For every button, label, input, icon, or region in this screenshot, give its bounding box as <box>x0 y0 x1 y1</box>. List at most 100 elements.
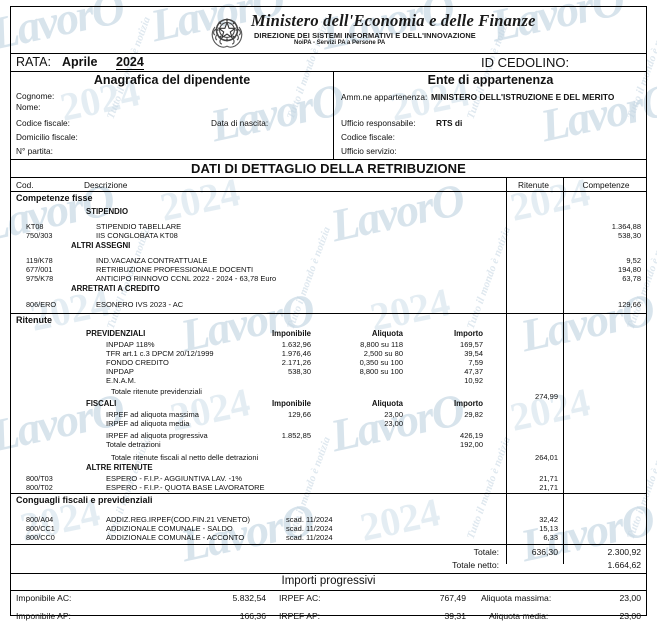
row-competenze: 129,66 <box>618 300 641 309</box>
row-imponibile: 1.632,96 <box>281 340 311 349</box>
row-desc: IRPEF ad aliquota media <box>106 419 190 428</box>
row-aliquota: 2,500 su 80 <box>363 349 403 358</box>
row-ritenute: 15,13 <box>539 524 558 533</box>
aliquota-massima-value: 23,00 <box>619 593 641 603</box>
imponibile-ap-label: Imponibile AP: <box>16 611 71 621</box>
sub-header-imponibile: Imponibile <box>272 329 311 338</box>
document-frame: Ministero dell'Economia e delle Finanze … <box>10 6 647 621</box>
masthead: Ministero dell'Economia e delle Finanze … <box>11 7 646 53</box>
row-cod: 975/K78 <box>26 274 54 283</box>
row-desc: ESPERO - F.I.P.- QUOTA BASE LAVORATORE <box>106 483 265 492</box>
row-desc: E.N.A.M. <box>106 376 137 385</box>
row-cod: 800/T03 <box>26 474 53 483</box>
row-cod: 750/303 <box>26 231 53 240</box>
row-aliquota: 23,00 <box>384 419 403 428</box>
group-previdenziali: PREVIDENZIALI <box>86 329 146 338</box>
row-desc: ANTICIPO RINNOVO CCNL 2022 - 2024 - 63,7… <box>96 274 277 283</box>
divider <box>11 71 646 72</box>
row-imponibile: 1.852,85 <box>281 431 311 440</box>
competenze-fisse-title: Competenze fisse <box>16 193 93 203</box>
divider <box>11 313 646 314</box>
row-importo: 426,19 <box>460 431 483 440</box>
irpef-ac-value: 767,49 <box>439 593 466 603</box>
totale-ritenute-value: 636,30 <box>531 547 558 557</box>
rata-year-value: 2024 <box>116 55 144 70</box>
detail-band-title: DATI DI DETTAGLIO DELLA RETRIBUZIONE <box>191 161 466 176</box>
divider <box>11 573 646 574</box>
amministrazione-value: MINISTERO DELL'ISTRUZIONE E DEL MERITO <box>431 92 615 102</box>
totale-netto-value: 1.664,62 <box>607 560 641 570</box>
divider <box>11 191 646 192</box>
aliquota-massima-label: Aliquota massima: <box>481 593 552 603</box>
row-competenze: 63,78 <box>622 274 641 283</box>
row-aliquota: 23,00 <box>384 410 403 419</box>
row-desc: RETRIBUZIONE PROFESSIONALE DOCENTI <box>96 265 254 274</box>
ufficio-responsabile-value: RTS di <box>436 118 463 128</box>
ente-title: Ente di appartenenza <box>427 73 554 87</box>
row-competenze: 1.364,88 <box>611 222 641 231</box>
row-imponibile: 2.171,26 <box>281 358 311 367</box>
row-desc: ESPERO - F.I.P.- AGGIUNTIVA LAV. -1% <box>106 474 243 483</box>
row-cod: 806/ERO <box>26 300 57 309</box>
row-importo: 192,00 <box>460 440 483 449</box>
row-desc: IRPEF ad aliquota progressiva <box>106 431 208 440</box>
aliquota-media-value: 23,00 <box>619 611 641 621</box>
row-scadenza: scad. 11/2024 <box>286 515 333 524</box>
divider <box>11 159 646 160</box>
group-arretrati-a-credito: ARRETRATI A CREDITO <box>71 284 160 293</box>
row-desc: INPDAP <box>106 367 134 376</box>
importi-progressivi-title: Importi progressivi <box>281 575 376 587</box>
noipa-subtitle: NoiPA - Servizi PA a Persone PA <box>294 40 386 46</box>
cognome-label: Cognome: <box>16 91 55 101</box>
row-aliquota: 8,800 su 118 <box>360 340 403 349</box>
row-desc: ADDIZIONALE COMUNALE - ACCONTO <box>106 533 245 542</box>
row-importo: 47,37 <box>464 367 483 376</box>
row-ritenute: 21,71 <box>539 483 558 492</box>
sub-header-imponibile: Imponibile <box>272 399 311 408</box>
row-ritenute: 32,42 <box>539 515 558 524</box>
row-cod: 800/CC1 <box>26 524 55 533</box>
col-header-competenze: Competenze <box>582 180 630 190</box>
totale-label: Totale: <box>473 547 499 557</box>
amministrazione-label: Amm.ne appartenenza: <box>341 92 428 102</box>
rata-month-value: Aprile <box>62 55 98 69</box>
totale-netto-label: Totale netto: <box>452 560 499 570</box>
codice-fiscale-label: Codice fiscale: <box>16 118 70 128</box>
row-importo: 10,92 <box>464 376 483 385</box>
imponibile-ac-value: 5.832,54 <box>232 593 266 603</box>
row-desc: INPDAP 118% <box>106 340 155 349</box>
totale-previdenziali-label: Totale ritenute previdenziali <box>111 387 202 396</box>
aliquota-media-label: Aliquota media: <box>489 611 549 621</box>
divider <box>11 177 646 178</box>
row-ritenute: 6,33 <box>543 533 558 542</box>
row-desc: IRPEF ad aliquota massima <box>106 410 199 419</box>
row-cod: KT08 <box>26 222 44 231</box>
row-imponibile: 1.976,46 <box>281 349 311 358</box>
domicilio-fiscale-label: Domicilio fiscale: <box>16 132 78 142</box>
row-importo: 39,54 <box>464 349 483 358</box>
row-competenze: 538,30 <box>618 231 641 240</box>
totale-previdenziali-value: 274,99 <box>535 392 558 401</box>
group-altre-ritenute: ALTRE RITENUTE <box>86 463 153 472</box>
row-desc: IND.VACANZA CONTRATTUALE <box>96 256 208 265</box>
partita-label: N° partita: <box>16 146 53 156</box>
ministry-title: Ministero dell'Economia e delle Finanze <box>251 11 536 30</box>
divider <box>563 177 564 564</box>
row-importo: 29,82 <box>464 410 483 419</box>
col-header-cod: Cod. <box>16 180 34 190</box>
irpef-ap-label: IRPEF AP: <box>279 611 321 621</box>
row-importo: 7,59 <box>468 358 483 367</box>
italian-republic-emblem-icon <box>207 11 247 51</box>
row-imponibile: 538,30 <box>288 367 311 376</box>
col-header-ritenute: Ritenute <box>518 180 549 190</box>
data-nascita-label: Data di nascita: <box>211 118 269 128</box>
totale-fiscali-label: Totale ritenute fiscali al netto delle d… <box>111 453 259 462</box>
totale-fiscali-value: 264,01 <box>535 453 558 462</box>
row-cod: 800/A04 <box>26 515 54 524</box>
group-stipendio: STIPENDIO <box>86 207 129 216</box>
row-desc: Totale detrazioni <box>106 440 161 449</box>
ufficio-responsabile-label: Ufficio responsabile: <box>341 118 416 128</box>
row-desc: ADDIZIONALE COMUNALE - SALDO <box>106 524 233 533</box>
ministry-subtitle: DIREZIONE DEI SISTEMI INFORMATIVI E DELL… <box>254 31 476 40</box>
